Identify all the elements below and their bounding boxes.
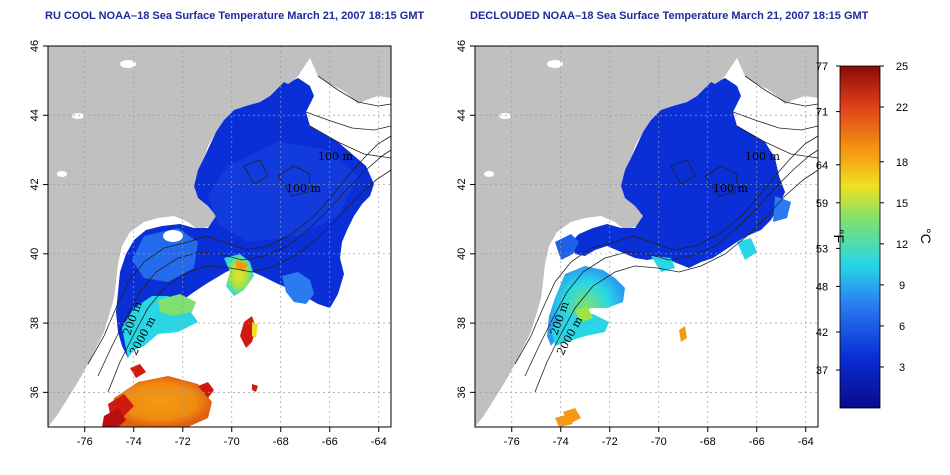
x-tick-label: -74 — [553, 436, 569, 448]
y-tick-label: 38 — [456, 317, 468, 329]
fahrenheit-tick-label: 37 — [816, 365, 828, 377]
sst-map-declouded: 100 m 2000 m 100 m 200 m -76 -74 -72 -70 -68… — [456, 40, 819, 448]
fahrenheit-tick-label: 77 — [816, 61, 828, 73]
x-tick-label: -68 — [700, 436, 716, 448]
x-tick-label: -64 — [798, 436, 814, 448]
bathymetry-contours — [87, 75, 392, 393]
x-tick-label: -74 — [126, 436, 142, 448]
sst-map-rucool: 100 m 2000 m 100 m 200 m -76 -74 -72 -70 -68… — [29, 40, 392, 448]
celsius-tick-label: 3 — [899, 362, 905, 374]
x-tick-label: -70 — [651, 436, 667, 448]
celsius-unit-label: °C — [917, 228, 934, 244]
land-mass — [48, 46, 391, 427]
celsius-tick-label: 25 — [896, 61, 908, 73]
celsius-tick-label: 22 — [896, 102, 908, 114]
map-frame — [474, 45, 819, 428]
x-tick-label: -66 — [322, 436, 338, 448]
contour-label-100m: 100 m — [318, 150, 353, 163]
y-tick-label: 46 — [456, 40, 468, 52]
colorbar-svg: 3 6 9 12 15 18 22 25 37 42 48 53 59 64 71 77 — [816, 61, 908, 409]
celsius-tick-label: 6 — [899, 321, 905, 333]
map-frame — [47, 45, 392, 428]
celsius-tick-label: 9 — [899, 280, 905, 292]
fahrenheit-tick-label: 53 — [816, 243, 828, 255]
right-map-title: DECLOUDED NOAA–18 Sea Surface Temperatur… — [470, 10, 869, 22]
y-tick-label: 44 — [456, 109, 468, 121]
celsius-tick-label: 15 — [896, 198, 908, 210]
axis-ticks: -76 -74 -72 -70 -68 -66 -64 36 38 40 42 44 46 — [29, 40, 387, 448]
fahrenheit-tick-label: 42 — [816, 327, 828, 339]
y-tick-label: 46 — [29, 40, 41, 52]
y-tick-label: 44 — [29, 109, 41, 121]
contour-label-100m-outer: 100 m — [286, 182, 321, 195]
fahrenheit-tick-label: 71 — [816, 107, 828, 119]
fahrenheit-tick-label: 48 — [816, 281, 828, 293]
celsius-tick-label: 18 — [896, 157, 908, 169]
contour-label-100m: 100 m — [745, 150, 780, 163]
axis-ticks: -76 -74 -72 -70 -68 -66 -64 36 38 40 42 44 46 — [456, 40, 814, 448]
y-tick-label: 40 — [456, 248, 468, 260]
y-tick-label: 42 — [456, 178, 468, 190]
y-tick-label: 38 — [29, 317, 41, 329]
sst-field — [547, 78, 791, 427]
sst-field — [102, 78, 374, 427]
left-map-title: RU COOL NOAA–18 Sea Surface Temperature … — [45, 10, 425, 22]
bathymetry-contours — [514, 75, 819, 393]
fahrenheit-tick-label: 59 — [816, 198, 828, 210]
y-tick-label: 42 — [29, 178, 41, 190]
colorbar-ticks: 3 6 9 12 15 18 22 25 37 42 48 53 59 64 71 77 — [816, 61, 908, 377]
fahrenheit-unit-label: °F — [831, 228, 848, 244]
y-tick-label: 40 — [29, 248, 41, 260]
sst-map-declouded-svg: 100 m 2000 m 100 m 200 m -76 -74 -72 -70 -68… — [456, 40, 819, 448]
sst-map-rucool-svg: 100 m 2000 m 100 m 200 m -76 -74 -72 -70 -68… — [29, 40, 392, 448]
contour-label-100m-outer: 100 m — [713, 182, 748, 195]
graticule — [48, 45, 391, 427]
y-tick-label: 36 — [456, 386, 468, 398]
x-tick-label: -64 — [371, 436, 387, 448]
x-tick-label: -72 — [175, 436, 191, 448]
x-tick-label: -72 — [602, 436, 618, 448]
x-tick-label: -68 — [273, 436, 289, 448]
x-tick-label: -76 — [77, 436, 93, 448]
y-tick-label: 36 — [29, 386, 41, 398]
land-mass — [475, 46, 818, 427]
x-tick-label: -76 — [504, 436, 520, 448]
x-tick-label: -70 — [224, 436, 240, 448]
celsius-tick-label: 12 — [896, 239, 908, 251]
colorbar-gradient — [839, 65, 881, 409]
temperature-colorbar: 3 6 9 12 15 18 22 25 37 42 48 53 59 64 71 77 — [816, 61, 908, 409]
fahrenheit-tick-label: 64 — [816, 160, 828, 172]
x-tick-label: -66 — [749, 436, 765, 448]
